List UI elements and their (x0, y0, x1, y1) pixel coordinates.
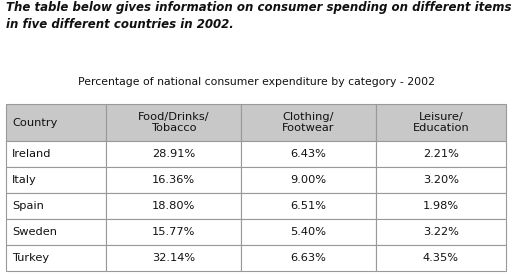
Text: 28.91%: 28.91% (152, 149, 195, 159)
Text: 6.43%: 6.43% (290, 149, 327, 159)
Text: 1.98%: 1.98% (423, 201, 459, 211)
Text: Italy: Italy (12, 175, 37, 185)
Text: 6.51%: 6.51% (290, 201, 327, 211)
Text: Spain: Spain (12, 201, 44, 211)
Text: 4.35%: 4.35% (423, 253, 459, 263)
Text: 3.20%: 3.20% (423, 175, 459, 185)
Text: Country: Country (12, 118, 57, 127)
Text: 18.80%: 18.80% (152, 201, 195, 211)
Text: 6.63%: 6.63% (290, 253, 327, 263)
Text: Turkey: Turkey (12, 253, 49, 263)
Text: Clothing/
Footwear: Clothing/ Footwear (282, 112, 335, 133)
Text: Leisure/
Education: Leisure/ Education (413, 112, 470, 133)
Text: 15.77%: 15.77% (152, 227, 195, 237)
Text: Food/Drinks/
Tobacco: Food/Drinks/ Tobacco (138, 112, 209, 133)
Text: 32.14%: 32.14% (152, 253, 195, 263)
Text: 16.36%: 16.36% (152, 175, 195, 185)
Text: 5.40%: 5.40% (290, 227, 327, 237)
Text: Sweden: Sweden (12, 227, 57, 237)
Text: 2.21%: 2.21% (423, 149, 459, 159)
Text: 9.00%: 9.00% (290, 175, 327, 185)
Text: The table below gives information on consumer spending on different items
in fiv: The table below gives information on con… (6, 1, 511, 31)
Text: Ireland: Ireland (12, 149, 52, 159)
Text: 3.22%: 3.22% (423, 227, 459, 237)
Text: Percentage of national consumer expenditure by category - 2002: Percentage of national consumer expendit… (77, 77, 435, 87)
